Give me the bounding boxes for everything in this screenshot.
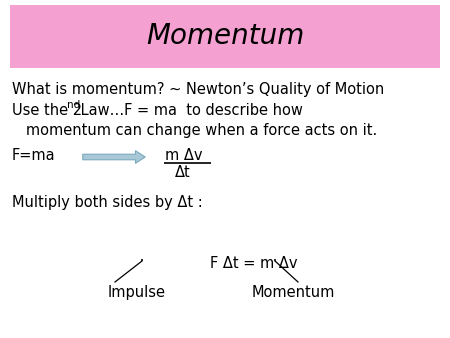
Text: Momentum: Momentum (252, 285, 335, 300)
Text: F Δt = m Δv: F Δt = m Δv (210, 256, 297, 271)
Text: Law…F = ma  to describe how: Law…F = ma to describe how (76, 103, 303, 118)
Text: Δt: Δt (175, 165, 191, 180)
Text: Use the 2: Use the 2 (12, 103, 82, 118)
Text: •: • (140, 258, 144, 264)
Text: Impulse: Impulse (108, 285, 166, 300)
Text: What is momentum? ~ Newton’s Quality of Motion: What is momentum? ~ Newton’s Quality of … (12, 82, 384, 97)
Text: Momentum: Momentum (146, 22, 304, 50)
Text: Multiply both sides by Δt :: Multiply both sides by Δt : (12, 195, 203, 210)
FancyArrowPatch shape (83, 151, 145, 163)
Bar (10, 5, 440, 68)
Text: momentum can change when a force acts on it.: momentum can change when a force acts on… (12, 123, 377, 138)
Text: F=ma: F=ma (12, 148, 56, 163)
Text: •: • (273, 258, 277, 264)
Text: nd: nd (67, 100, 80, 110)
Text: m Δv: m Δv (165, 148, 202, 163)
